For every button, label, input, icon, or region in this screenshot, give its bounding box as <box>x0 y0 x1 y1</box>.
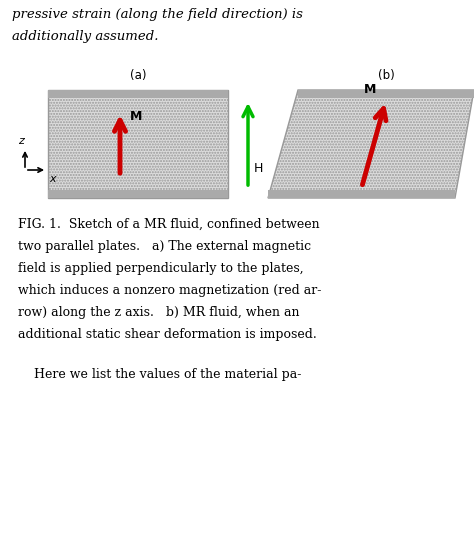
Text: FIG. 1.  Sketch of a MR fluid, confined between: FIG. 1. Sketch of a MR fluid, confined b… <box>18 218 319 231</box>
Bar <box>48 190 228 198</box>
Text: (a): (a) <box>130 69 146 82</box>
Text: M: M <box>130 111 142 124</box>
Bar <box>298 90 474 98</box>
Text: which induces a nonzero magnetization (red ar-: which induces a nonzero magnetization (r… <box>18 284 321 297</box>
Text: field is applied perpendicularly to the plates,: field is applied perpendicularly to the … <box>18 262 304 275</box>
Bar <box>268 190 455 198</box>
Text: H: H <box>254 161 264 174</box>
Text: two parallel plates.   a) The external magnetic: two parallel plates. a) The external mag… <box>18 240 311 253</box>
Text: pressive strain (along the field direction) is: pressive strain (along the field directi… <box>12 8 303 21</box>
Bar <box>48 90 228 198</box>
Text: additional static shear deformation is imposed.: additional static shear deformation is i… <box>18 328 317 341</box>
Polygon shape <box>268 90 474 198</box>
Text: z: z <box>18 136 24 146</box>
Text: x: x <box>49 174 55 184</box>
Text: additionally assumed.: additionally assumed. <box>12 30 158 43</box>
Bar <box>48 90 228 98</box>
Text: (b): (b) <box>378 69 394 82</box>
Text: M: M <box>364 83 376 96</box>
Text: row) along the z axis.   b) MR fluid, when an: row) along the z axis. b) MR fluid, when… <box>18 306 300 319</box>
Text: Here we list the values of the material pa-: Here we list the values of the material … <box>18 368 301 381</box>
